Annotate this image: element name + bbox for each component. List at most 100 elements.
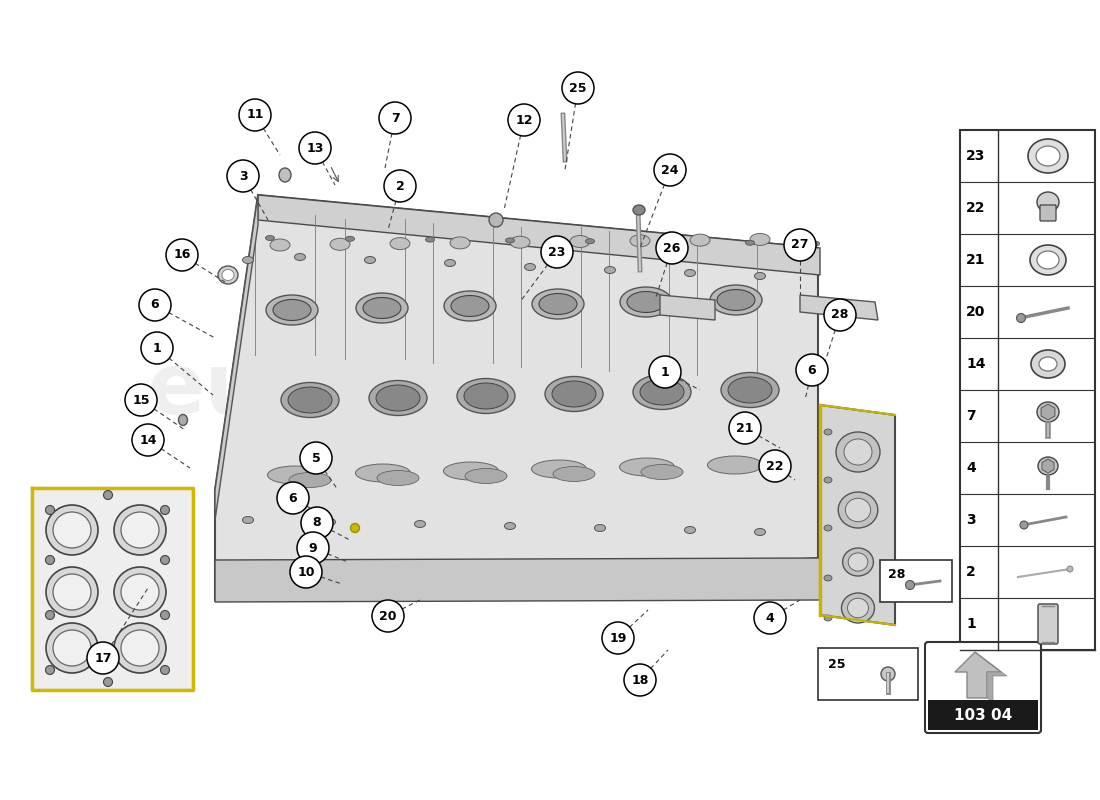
Ellipse shape — [1020, 521, 1028, 529]
Ellipse shape — [717, 290, 755, 310]
Ellipse shape — [103, 678, 112, 686]
Ellipse shape — [1030, 245, 1066, 275]
Ellipse shape — [1037, 402, 1059, 422]
Ellipse shape — [114, 567, 166, 617]
Text: 12: 12 — [515, 114, 532, 126]
Ellipse shape — [46, 505, 98, 555]
Ellipse shape — [103, 490, 112, 499]
Circle shape — [624, 664, 656, 696]
Ellipse shape — [632, 205, 645, 215]
Ellipse shape — [121, 574, 160, 610]
Ellipse shape — [755, 529, 766, 535]
Ellipse shape — [594, 525, 605, 531]
Ellipse shape — [842, 593, 874, 623]
Ellipse shape — [45, 555, 55, 565]
Ellipse shape — [345, 236, 354, 242]
Text: 15: 15 — [132, 394, 150, 406]
Ellipse shape — [265, 235, 275, 241]
Polygon shape — [214, 195, 818, 600]
Polygon shape — [660, 295, 715, 320]
Ellipse shape — [161, 506, 169, 514]
Circle shape — [299, 132, 331, 164]
Ellipse shape — [684, 270, 695, 277]
Circle shape — [141, 332, 173, 364]
Circle shape — [384, 170, 416, 202]
FancyBboxPatch shape — [1040, 205, 1056, 221]
Ellipse shape — [161, 555, 169, 565]
Ellipse shape — [1031, 350, 1065, 378]
Text: 22: 22 — [767, 459, 783, 473]
Polygon shape — [800, 295, 878, 320]
Text: 13: 13 — [306, 142, 323, 154]
Ellipse shape — [270, 239, 290, 251]
Ellipse shape — [242, 257, 253, 263]
Ellipse shape — [585, 238, 594, 244]
Polygon shape — [258, 195, 820, 275]
Text: 23: 23 — [966, 149, 986, 163]
Polygon shape — [820, 405, 895, 625]
Text: 11: 11 — [246, 109, 264, 122]
Text: 9: 9 — [309, 542, 317, 554]
Circle shape — [729, 412, 761, 444]
Ellipse shape — [531, 460, 586, 478]
Ellipse shape — [506, 238, 515, 243]
Ellipse shape — [755, 273, 766, 279]
Circle shape — [227, 160, 258, 192]
Ellipse shape — [363, 298, 402, 318]
Ellipse shape — [684, 526, 695, 534]
Ellipse shape — [451, 295, 490, 317]
Ellipse shape — [444, 291, 496, 321]
Ellipse shape — [525, 263, 536, 270]
Circle shape — [125, 384, 157, 416]
Text: 1: 1 — [153, 342, 162, 354]
Text: 1: 1 — [966, 617, 976, 631]
Ellipse shape — [710, 285, 762, 315]
Ellipse shape — [242, 517, 253, 523]
Text: 20: 20 — [966, 305, 986, 319]
Ellipse shape — [324, 518, 336, 526]
Ellipse shape — [330, 238, 350, 250]
Ellipse shape — [288, 387, 332, 413]
Ellipse shape — [641, 465, 683, 479]
Ellipse shape — [351, 523, 360, 533]
Ellipse shape — [632, 374, 691, 410]
Ellipse shape — [707, 456, 762, 474]
Ellipse shape — [1037, 192, 1059, 212]
Ellipse shape — [121, 512, 160, 548]
Ellipse shape — [465, 469, 507, 483]
Text: 2: 2 — [966, 565, 976, 579]
Ellipse shape — [443, 462, 498, 480]
Ellipse shape — [390, 238, 410, 250]
Text: 6: 6 — [151, 298, 160, 311]
Circle shape — [239, 99, 271, 131]
Polygon shape — [1041, 404, 1055, 420]
Ellipse shape — [640, 379, 684, 405]
Text: 2: 2 — [396, 179, 405, 193]
Circle shape — [649, 356, 681, 388]
Circle shape — [759, 450, 791, 482]
Ellipse shape — [720, 373, 779, 407]
Circle shape — [824, 299, 856, 331]
Ellipse shape — [355, 464, 410, 482]
Ellipse shape — [266, 295, 318, 325]
Ellipse shape — [824, 525, 832, 531]
Text: 24: 24 — [661, 163, 679, 177]
Circle shape — [290, 556, 322, 588]
Ellipse shape — [570, 235, 590, 247]
Text: 27: 27 — [791, 238, 808, 251]
Ellipse shape — [1037, 251, 1059, 269]
Ellipse shape — [824, 575, 832, 581]
Ellipse shape — [45, 506, 55, 514]
Polygon shape — [975, 652, 1006, 702]
Polygon shape — [955, 652, 1001, 698]
Ellipse shape — [222, 270, 234, 281]
FancyBboxPatch shape — [880, 560, 952, 602]
Text: 6: 6 — [288, 491, 297, 505]
Ellipse shape — [161, 610, 169, 619]
Circle shape — [754, 602, 786, 634]
Ellipse shape — [838, 492, 878, 528]
Text: 14: 14 — [140, 434, 156, 446]
Polygon shape — [214, 558, 820, 602]
Ellipse shape — [45, 610, 55, 619]
Text: 5: 5 — [311, 451, 320, 465]
